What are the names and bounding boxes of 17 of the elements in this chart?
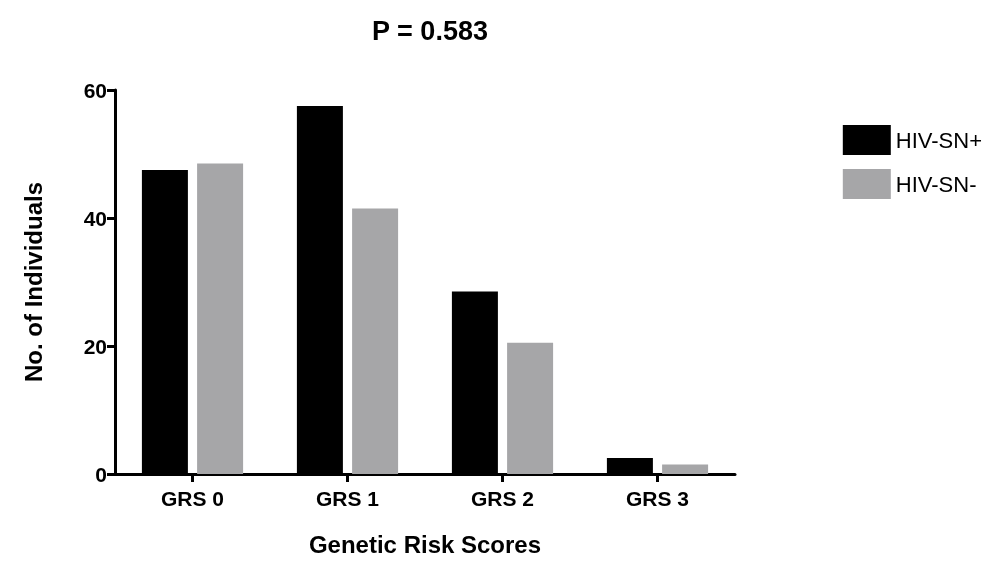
x-tick-label: GRS 2: [470, 487, 535, 510]
y-tick-label: 0: [95, 462, 107, 486]
x-tick-label: GRS 3: [625, 487, 690, 510]
bar: [662, 464, 709, 474]
y-tick-label: 20: [83, 334, 107, 358]
legend-label: HIV-SN-: [895, 171, 977, 197]
x-tick-label: GRS 1: [315, 487, 380, 510]
bar: [507, 342, 554, 474]
x-axis-title: Genetic Risk Scores: [308, 530, 542, 558]
chart-title: P = 0.583: [372, 15, 488, 46]
y-tick-label: 60: [83, 78, 107, 102]
bar: [197, 163, 244, 474]
y-axis-title: No. of Individuals: [19, 181, 47, 383]
bar: [352, 208, 399, 474]
x-tick-label: GRS 0: [160, 487, 225, 510]
legend-label: HIV-SN+: [895, 127, 983, 153]
y-tick-label: 40: [83, 206, 107, 230]
